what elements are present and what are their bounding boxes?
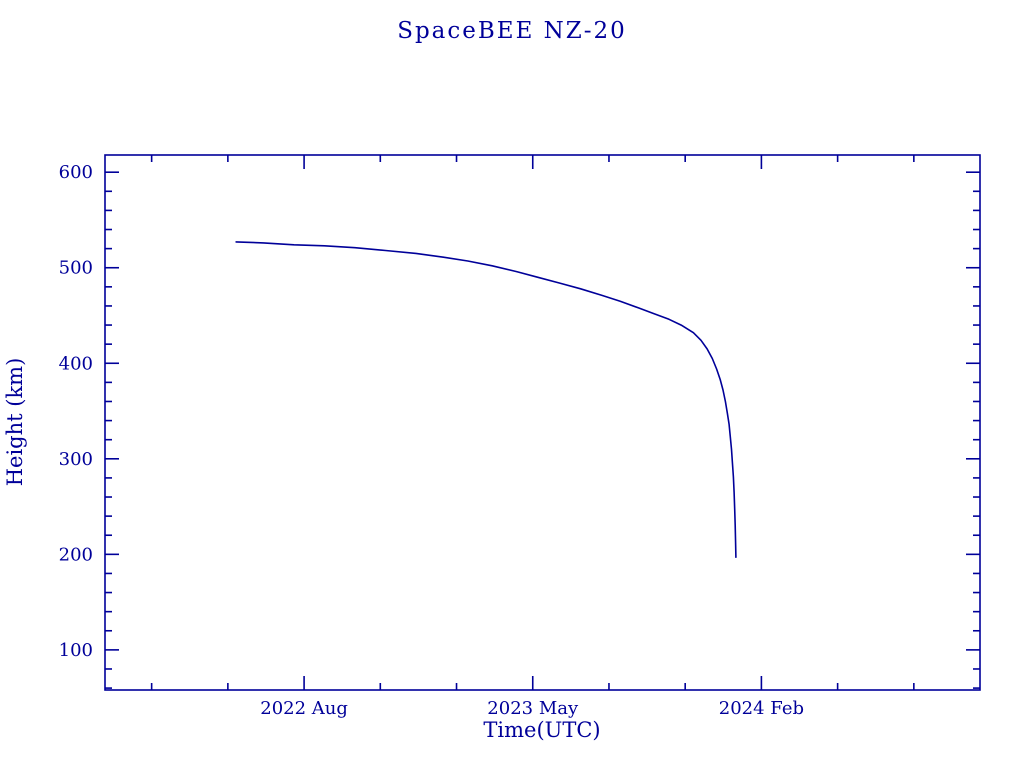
y-tick-label: 100 xyxy=(59,640,93,661)
data-series xyxy=(235,241,737,559)
x-tick-label: 2022 Aug xyxy=(260,698,348,719)
x-tick-label: 2023 May xyxy=(487,698,579,719)
y-tick-label: 300 xyxy=(59,449,93,470)
chart-title: SpaceBEE NZ-20 xyxy=(397,18,627,44)
y-tick-label: 500 xyxy=(59,258,93,279)
y-tick-label: 200 xyxy=(59,544,93,565)
axes-and-ticks xyxy=(104,154,981,691)
y-axis-label: Height (km) xyxy=(3,358,27,487)
y-tick-label: 600 xyxy=(59,162,93,183)
x-axis-label: Time(UTC) xyxy=(483,718,600,742)
y-tick-label: 400 xyxy=(59,353,93,374)
x-tick-label: 2024 Feb xyxy=(719,698,804,719)
plot-frame xyxy=(104,154,981,691)
decay-curve xyxy=(235,241,737,559)
tick-labels: 2022 Aug 2023 May 2024 Feb 100 200 300 400 500 6… xyxy=(59,162,804,719)
